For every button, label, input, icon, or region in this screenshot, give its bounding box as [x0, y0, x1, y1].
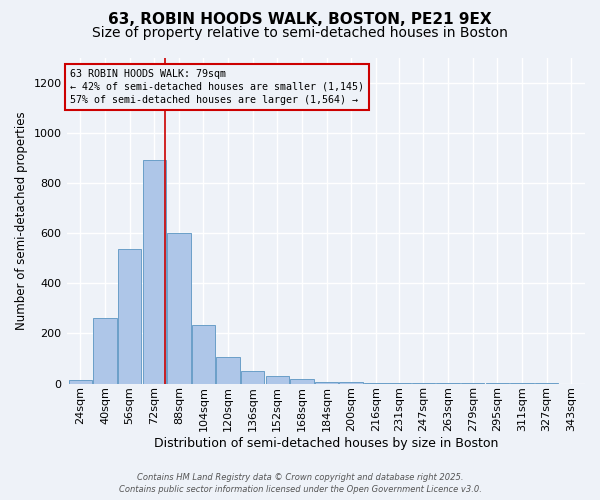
- Bar: [241, 371, 265, 384]
- Bar: [461, 383, 484, 384]
- Text: 63, ROBIN HOODS WALK, BOSTON, PE21 9EX: 63, ROBIN HOODS WALK, BOSTON, PE21 9EX: [108, 12, 492, 28]
- Text: Size of property relative to semi-detached houses in Boston: Size of property relative to semi-detach…: [92, 26, 508, 40]
- Bar: [192, 324, 215, 384]
- Bar: [315, 382, 338, 384]
- Text: Contains HM Land Registry data © Crown copyright and database right 2025.
Contai: Contains HM Land Registry data © Crown c…: [119, 473, 481, 494]
- Bar: [143, 160, 166, 384]
- Bar: [68, 380, 92, 384]
- Bar: [510, 383, 533, 384]
- X-axis label: Distribution of semi-detached houses by size in Boston: Distribution of semi-detached houses by …: [154, 437, 498, 450]
- Bar: [340, 382, 363, 384]
- Bar: [412, 383, 435, 384]
- Text: 63 ROBIN HOODS WALK: 79sqm
← 42% of semi-detached houses are smaller (1,145)
57%: 63 ROBIN HOODS WALK: 79sqm ← 42% of semi…: [70, 69, 364, 105]
- Bar: [535, 383, 558, 384]
- Bar: [387, 383, 410, 384]
- Bar: [485, 383, 509, 384]
- Bar: [167, 233, 191, 384]
- Bar: [217, 357, 240, 384]
- Bar: [364, 383, 388, 384]
- Bar: [266, 376, 289, 384]
- Y-axis label: Number of semi-detached properties: Number of semi-detached properties: [15, 111, 28, 330]
- Bar: [436, 383, 460, 384]
- Bar: [290, 378, 314, 384]
- Bar: [94, 318, 116, 384]
- Bar: [118, 250, 142, 384]
